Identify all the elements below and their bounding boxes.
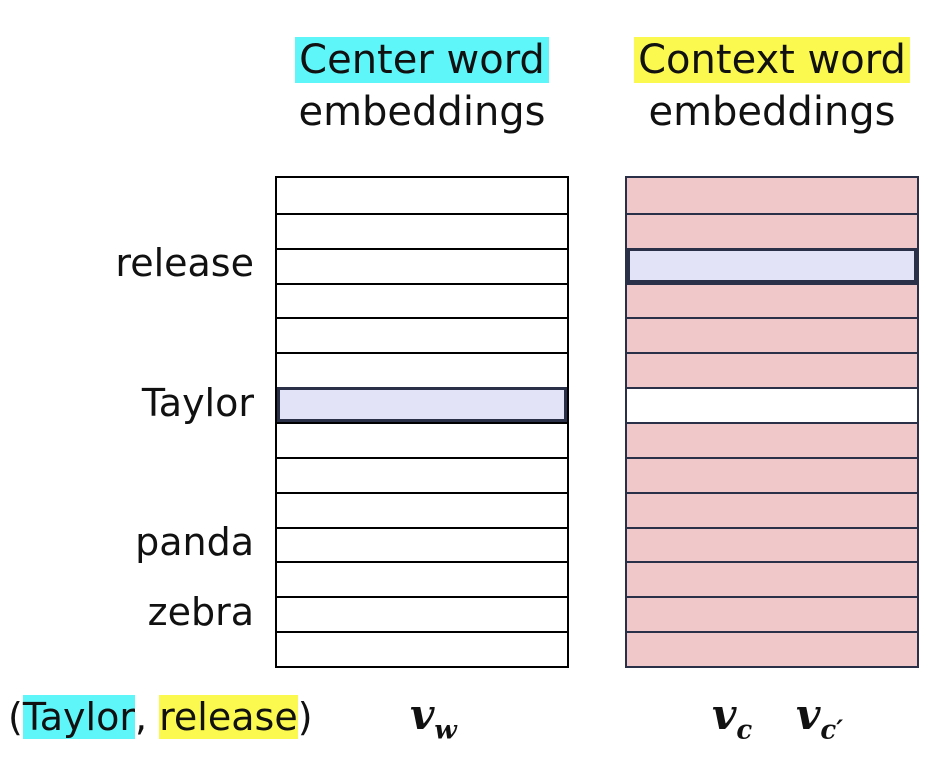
vector-base: v [796, 690, 821, 739]
pair-separator: , [134, 695, 160, 739]
word-label-release: release [115, 241, 254, 286]
embedding-row [627, 456, 917, 492]
vector-base: v [410, 690, 435, 739]
vector-subscript: w [434, 715, 457, 746]
pair-open-paren: ( [8, 695, 23, 739]
embedding-row [277, 282, 567, 318]
embedding-row [627, 596, 917, 632]
center-word-highlight: Center word [295, 37, 549, 83]
training-pair: (Taylor, release) [8, 694, 313, 740]
highlighted-embedding-row [277, 387, 567, 422]
embedding-row [277, 317, 567, 353]
embedding-row [627, 212, 917, 248]
center-embeddings-label: embeddings [298, 89, 546, 135]
negative-context-vector-label: vc′ [796, 690, 843, 745]
embedding-row [277, 526, 567, 562]
embedding-row [627, 178, 917, 213]
pair-context-word: release [159, 695, 298, 739]
embedding-row [627, 282, 917, 318]
pair-center-word: Taylor [22, 695, 135, 739]
context-embeddings-label: embeddings [648, 89, 896, 135]
center-vector-label: vw [410, 690, 457, 745]
word-label-panda: panda [135, 520, 254, 564]
embedding-row [277, 456, 567, 492]
vector-base: v [712, 690, 737, 739]
pair-close-paren: ) [297, 695, 313, 739]
context-embeddings-heading: Context word embeddings [612, 34, 932, 138]
center-embeddings-heading: Center word embeddings [272, 34, 572, 138]
word-label-zebra: zebra [147, 589, 254, 634]
embedding-row [277, 491, 567, 527]
embedding-row [627, 422, 917, 457]
embedding-row [277, 596, 567, 632]
embedding-row [627, 561, 917, 597]
embedding-row [627, 352, 917, 388]
embedding-row [277, 631, 567, 666]
word-label-taylor: Taylor [141, 380, 254, 425]
embedding-row [277, 422, 567, 457]
embedding-row [627, 631, 917, 666]
context-embedding-matrix [625, 176, 919, 668]
embedding-row [627, 317, 917, 353]
embedding-row [277, 561, 567, 597]
vector-subscript: c [736, 715, 753, 746]
center-embedding-matrix [275, 176, 569, 668]
embedding-row [277, 178, 567, 213]
embedding-row [627, 491, 917, 527]
embedding-row [627, 526, 917, 562]
vector-subscript: c′ [820, 715, 844, 746]
embedding-row [277, 247, 567, 283]
embedding-row [627, 387, 917, 422]
context-word-highlight: Context word [634, 37, 910, 83]
embedding-row [277, 352, 567, 388]
context-vector-label: vc [712, 690, 752, 745]
highlighted-embedding-row [627, 247, 917, 283]
embedding-row [277, 212, 567, 248]
